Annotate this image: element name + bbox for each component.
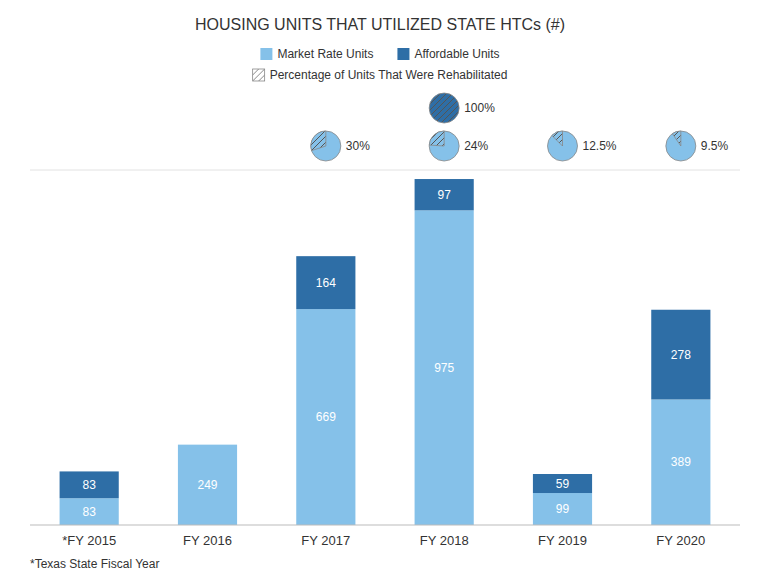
- legend-label: Percentage of Units That Were Rehabilita…: [270, 68, 508, 82]
- pie-slice: [552, 131, 563, 146]
- legend-swatch: [260, 48, 272, 60]
- x-tick-label: *FY 2015: [62, 533, 116, 548]
- bar: [60, 471, 119, 498]
- legend-item: Percentage of Units That Were Rehabilita…: [253, 68, 508, 82]
- pie-slice: [672, 131, 680, 146]
- chart-container: HOUSING UNITS THAT UTILIZED STATE HTCs (…: [0, 0, 760, 580]
- legend: Market Rate Units Affordable Units Percent…: [253, 47, 508, 82]
- bar: [296, 256, 355, 309]
- title: HOUSING UNITS THAT UTILIZED STATE HTCs (…: [195, 16, 565, 33]
- data-label: 669: [316, 410, 336, 424]
- data-label: 97: [437, 188, 451, 202]
- bar: [533, 474, 592, 493]
- pie-rest: [548, 131, 578, 161]
- data-label: 249: [197, 478, 217, 492]
- data-label: 164: [316, 276, 336, 290]
- legend-label: Market Rate Units: [277, 47, 373, 61]
- pie-slice: [429, 93, 459, 123]
- legend-item: Market Rate Units: [260, 47, 373, 61]
- pies: 30% 24% 12.5% 9.5% 100%: [311, 93, 729, 161]
- bar: [651, 399, 710, 525]
- legend-swatch: [397, 48, 409, 60]
- legend-label: Affordable Units: [414, 47, 499, 61]
- pie-rest: [666, 131, 696, 161]
- data-label: 389: [671, 455, 691, 469]
- footnote: *Texas State Fiscal Year: [30, 557, 159, 571]
- pie-label: 9.5%: [701, 139, 729, 153]
- pie-slice: [311, 131, 326, 151]
- x-tick-label: FY 2020: [656, 533, 705, 548]
- x-axis-line: [30, 525, 740, 526]
- data-label: 99: [556, 502, 570, 516]
- bar: [178, 444, 237, 445]
- data-label: 278: [671, 348, 691, 362]
- pie-slice: [429, 131, 444, 146]
- x-tick-label: FY 2019: [538, 533, 587, 548]
- pie-label: 100%: [464, 101, 495, 115]
- legend-row: Market Rate Units Affordable Units: [260, 47, 499, 61]
- bar: [415, 179, 474, 210]
- legend-item: Affordable Units: [397, 47, 499, 61]
- data-label: 83: [82, 505, 96, 519]
- x-tick-label: FY 2017: [301, 533, 350, 548]
- bar: [60, 498, 119, 525]
- bar: [296, 309, 355, 525]
- bar: [178, 445, 237, 525]
- x-tick-label: FY 2016: [183, 533, 232, 548]
- pie-label: 24%: [464, 139, 488, 153]
- data-label: 975: [434, 361, 454, 375]
- bar: [415, 210, 474, 525]
- bar: [651, 310, 710, 400]
- data-label: 83: [82, 478, 96, 492]
- data-label: 59: [556, 477, 570, 491]
- chart: HOUSING UNITS THAT UTILIZED STATE HTCs (…: [0, 0, 760, 580]
- y-range-top-line: [30, 170, 740, 171]
- legend-swatch: [253, 69, 265, 81]
- pie-rest: [311, 131, 341, 161]
- pie-rest: [429, 131, 459, 161]
- bar: [533, 493, 592, 525]
- pie-label: 12.5%: [583, 139, 617, 153]
- x-tick-label: FY 2018: [420, 533, 469, 548]
- bars: [60, 179, 711, 525]
- data-labels: 83 249 669 975 99 389 83 164 97 59 278: [82, 188, 691, 519]
- legend-row: Percentage of Units That Were Rehabilita…: [253, 68, 508, 82]
- pie-label: 30%: [346, 139, 370, 153]
